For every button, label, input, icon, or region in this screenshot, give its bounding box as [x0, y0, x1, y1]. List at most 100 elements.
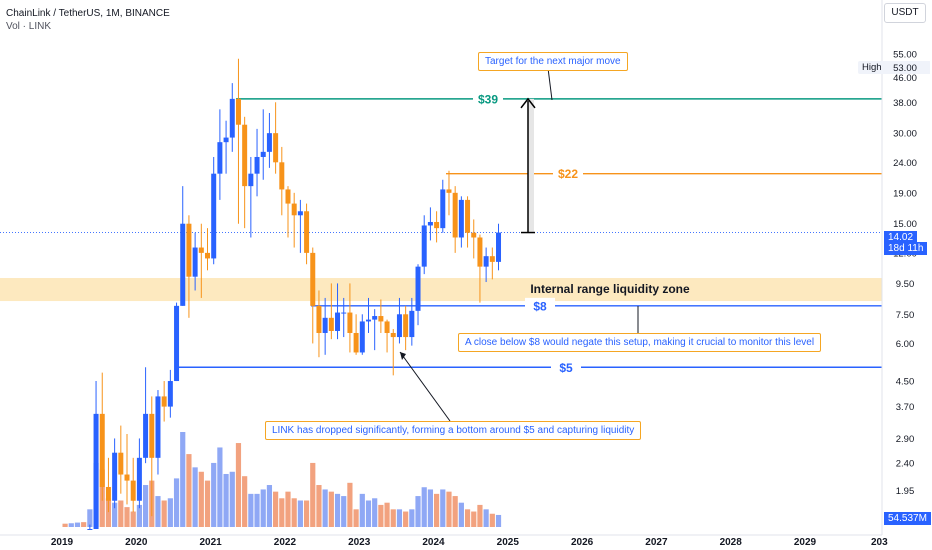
volume-bar [409, 509, 415, 527]
volume-bar [118, 500, 124, 527]
candle-body [273, 133, 279, 163]
volume-bar [217, 447, 223, 527]
candle-body [440, 189, 446, 229]
candle-body [260, 151, 266, 157]
price-tick-label: 2.40 [896, 459, 915, 470]
candle-body [421, 225, 427, 267]
candle-body [93, 413, 99, 529]
price-tick-label: 15.00 [893, 219, 917, 230]
volume-bar [260, 489, 266, 527]
callout-bottom-connector [399, 351, 451, 422]
candle-body [192, 247, 198, 277]
candle-body [161, 396, 167, 407]
volume-bar [384, 502, 390, 527]
candle-body [427, 221, 433, 226]
price-tick-label: 38.00 [893, 98, 917, 109]
callout-target[interactable]: Target for the next major move [478, 52, 628, 71]
volume-bar [347, 482, 353, 527]
volume-bar [341, 496, 347, 527]
volume-bar [235, 443, 242, 527]
candle-body [118, 452, 124, 475]
candle-body [297, 211, 303, 216]
candle-body [229, 98, 235, 138]
candle-body [384, 321, 390, 333]
candle-body [149, 413, 155, 458]
volume-bar [396, 509, 403, 527]
time-tick-label: 2020 [125, 537, 148, 548]
high-value-label: 53.00 [893, 63, 917, 74]
candle-body [415, 266, 421, 311]
candle-body [353, 332, 359, 353]
candle-body [248, 173, 254, 187]
volume-legend: Vol · LINK [6, 21, 52, 32]
volume-bar [142, 485, 149, 527]
price-tick-label: 6.00 [896, 339, 915, 350]
candle-body [205, 252, 211, 259]
countdown-tag: 18d 11h [884, 242, 928, 255]
price-tick-label: 7.50 [896, 310, 915, 321]
callout-bottom-arrowhead [400, 352, 406, 360]
candle-body [483, 256, 489, 267]
volume-bar [427, 489, 434, 527]
volume-bar [489, 513, 495, 527]
candle-body [136, 457, 142, 501]
volume-bar [112, 502, 118, 527]
volume-bar [328, 491, 334, 527]
level-label: $5 [559, 361, 573, 375]
candle-body [335, 312, 341, 331]
price-tick-label: 30.00 [893, 129, 917, 140]
callout-bottom[interactable]: LINK has dropped significantly, forming … [265, 421, 642, 440]
candle-body [452, 192, 458, 238]
volume-bar [192, 467, 198, 527]
volume-bar [136, 504, 142, 527]
volume-bar [68, 523, 74, 527]
volume-bar [198, 471, 204, 527]
time-tick-label: 2028 [720, 537, 743, 548]
volume-bar [433, 493, 440, 527]
price-tick-label: 55.00 [893, 49, 917, 60]
candle-body [130, 480, 136, 501]
volume-bar [471, 511, 477, 527]
price-tick-label: 1.95 [896, 486, 915, 497]
candle-body [372, 316, 378, 320]
volume-bar [446, 491, 452, 527]
candle-body [266, 133, 272, 152]
candle-body [143, 413, 149, 458]
volume-bar [186, 454, 192, 527]
candle-body [471, 232, 477, 238]
volume-bar [477, 504, 483, 527]
currency-unit-button[interactable]: USDT [884, 3, 926, 23]
volume-bar [87, 509, 93, 527]
candle-body [409, 310, 415, 338]
volume-bar [310, 462, 316, 527]
volume-bar [372, 498, 378, 527]
price-tick-label: 4.50 [896, 377, 915, 388]
volume-bar [279, 498, 285, 527]
volume-bar [62, 523, 68, 527]
volume-bar [254, 493, 260, 527]
candle-body [322, 317, 328, 333]
projection-shade [528, 98, 534, 233]
candle-body [396, 314, 402, 338]
price-tick-label: 9.50 [896, 279, 915, 290]
candle-body [211, 173, 217, 259]
volume-bar [334, 493, 341, 527]
volume-bar [167, 498, 173, 527]
candle-body [87, 529, 93, 530]
volume-bar [390, 509, 396, 527]
callout-negate[interactable]: A close below $8 would negate this setup… [458, 333, 822, 352]
candle-body [235, 98, 241, 125]
volume-bar [242, 476, 248, 527]
candle-body [465, 199, 471, 233]
candle-body [403, 314, 409, 338]
volume-bar [266, 485, 273, 527]
candle-body [304, 211, 310, 253]
time-tick-label: 2029 [794, 537, 817, 548]
candle-body [477, 237, 483, 267]
volume-bar [353, 509, 359, 527]
volume-bar [452, 496, 458, 527]
time-tick-label: 2025 [497, 537, 520, 548]
level-label-bg [525, 297, 555, 314]
volume-value-tag: 54.537M [884, 512, 931, 525]
